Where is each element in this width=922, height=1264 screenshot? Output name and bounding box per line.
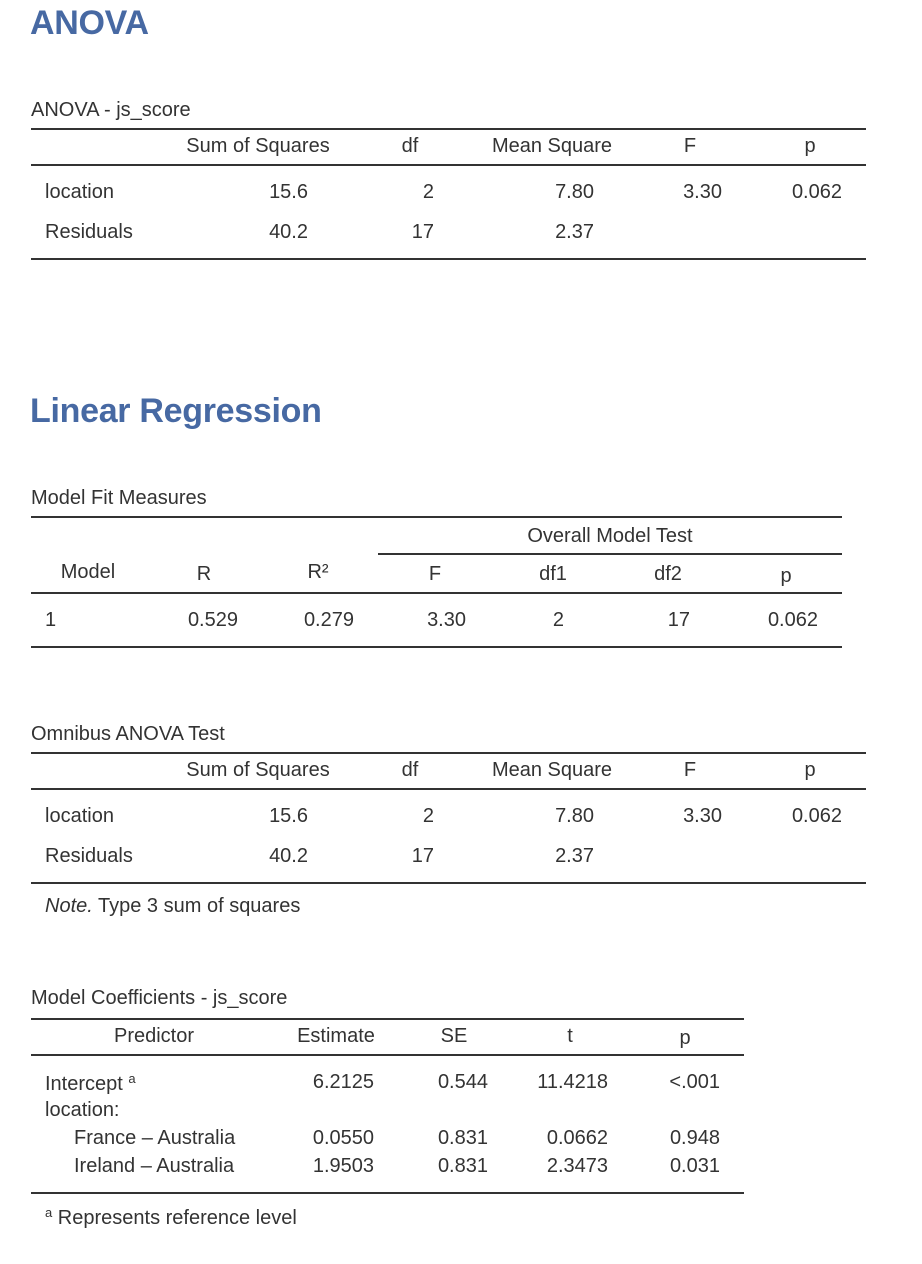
cell-df: 2 xyxy=(422,805,434,827)
note-label: Note. xyxy=(45,895,93,917)
cell-ss: 15.6 xyxy=(269,805,308,827)
col-header-sum-of-squares: Sum of Squares xyxy=(186,135,330,157)
cell-p: 0.948 xyxy=(669,1127,720,1149)
cell-r2: 0.279 xyxy=(303,609,354,631)
cell-f: 3.30 xyxy=(427,609,466,631)
intercept-label: Intercept xyxy=(45,1073,123,1095)
row-term: Residuals xyxy=(45,845,133,867)
cell-p: 0.062 xyxy=(791,805,842,827)
group-header-overall-model-test: Overall Model Test xyxy=(527,525,693,547)
group-header-rule xyxy=(378,553,842,555)
table-bottom-rule xyxy=(31,646,842,648)
table-header-rule xyxy=(31,592,842,594)
cell-df: 17 xyxy=(411,845,434,867)
col-header-se: SE xyxy=(440,1025,468,1047)
col-header-f: F xyxy=(683,135,697,157)
table-header-rule xyxy=(31,788,866,790)
footnote-text: Represents reference level xyxy=(57,1207,297,1229)
col-header-df2: df2 xyxy=(654,563,682,585)
cell-df1: 2 xyxy=(552,609,564,631)
row-group-label: location: xyxy=(45,1099,120,1121)
table-top-rule xyxy=(31,516,842,518)
cell-p: <.001 xyxy=(669,1071,720,1093)
coefficients-table-title: Model Coefficients - js_score xyxy=(31,987,288,1009)
cell-ss: 40.2 xyxy=(269,221,308,243)
footnote-marker: a xyxy=(128,1071,136,1086)
col-header-f: F xyxy=(428,563,442,585)
col-header-df: df xyxy=(401,759,419,781)
footnote-marker: a xyxy=(45,1205,53,1220)
cell-df2: 17 xyxy=(667,609,690,631)
table-top-rule xyxy=(31,1018,744,1020)
cell-ms: 2.37 xyxy=(555,221,594,243)
row-term: France – Australia xyxy=(74,1127,236,1149)
model-fit-table-title: Model Fit Measures xyxy=(31,487,207,509)
table-bottom-rule xyxy=(31,258,866,260)
row-term: Residuals xyxy=(45,221,133,243)
table-footnote: a Represents reference level xyxy=(45,1205,297,1230)
col-header-sum-of-squares: Sum of Squares xyxy=(186,759,330,781)
linear-regression-heading: Linear Regression xyxy=(30,392,322,430)
note-text: Type 3 sum of squares xyxy=(98,895,301,917)
row-term-intercept: Intercept a xyxy=(45,1071,136,1096)
col-header-p: p xyxy=(679,1027,691,1049)
cell-estimate: 6.2125 xyxy=(312,1071,374,1093)
cell-f: 3.30 xyxy=(683,805,722,827)
row-term: Ireland – Australia xyxy=(74,1155,235,1177)
col-header-r2: R² xyxy=(307,561,329,583)
col-header-t: t xyxy=(567,1025,573,1047)
cell-p: 0.062 xyxy=(767,609,818,631)
cell-p: 0.031 xyxy=(669,1155,720,1177)
col-header-model: Model xyxy=(60,561,116,583)
col-header-p: p xyxy=(804,759,816,781)
anova-heading: ANOVA xyxy=(30,4,149,42)
cell-df: 17 xyxy=(411,221,434,243)
cell-p: 0.062 xyxy=(791,181,842,203)
cell-estimate: 1.9503 xyxy=(312,1155,374,1177)
table-top-rule xyxy=(31,128,866,130)
cell-ms: 2.37 xyxy=(555,845,594,867)
col-header-df1: df1 xyxy=(539,563,567,585)
cell-se: 0.544 xyxy=(437,1071,488,1093)
cell-ms: 7.80 xyxy=(555,805,594,827)
col-header-p: p xyxy=(780,565,792,587)
cell-estimate: 0.0550 xyxy=(312,1127,374,1149)
cell-se: 0.831 xyxy=(437,1127,488,1149)
cell-ss: 40.2 xyxy=(269,845,308,867)
cell-f: 3.30 xyxy=(683,181,722,203)
table-header-rule xyxy=(31,164,866,166)
anova-table-title: ANOVA - js_score xyxy=(31,99,191,121)
cell-t: 0.0662 xyxy=(546,1127,608,1149)
cell-t: 11.4218 xyxy=(537,1071,608,1093)
col-header-mean-square: Mean Square xyxy=(491,759,613,781)
cell-df: 2 xyxy=(422,181,434,203)
cell-se: 0.831 xyxy=(437,1155,488,1177)
col-header-f: F xyxy=(683,759,697,781)
table-top-rule xyxy=(31,752,866,754)
row-term: location xyxy=(45,181,114,203)
table-header-rule xyxy=(31,1054,744,1056)
table-note: Note. Type 3 sum of squares xyxy=(45,895,300,918)
row-term: location xyxy=(45,805,114,827)
cell-ss: 15.6 xyxy=(269,181,308,203)
cell-t: 2.3473 xyxy=(546,1155,608,1177)
col-header-p: p xyxy=(804,135,816,157)
table-bottom-rule xyxy=(31,882,866,884)
cell-r: 0.529 xyxy=(187,609,238,631)
col-header-df: df xyxy=(401,135,419,157)
col-header-predictor: Predictor xyxy=(113,1025,195,1047)
cell-ms: 7.80 xyxy=(555,181,594,203)
table-bottom-rule xyxy=(31,1192,744,1194)
col-header-estimate: Estimate xyxy=(297,1025,375,1047)
cell-model: 1 xyxy=(45,609,57,631)
omnibus-table-title: Omnibus ANOVA Test xyxy=(31,723,225,745)
col-header-mean-square: Mean Square xyxy=(491,135,613,157)
col-header-r: R xyxy=(196,563,212,585)
